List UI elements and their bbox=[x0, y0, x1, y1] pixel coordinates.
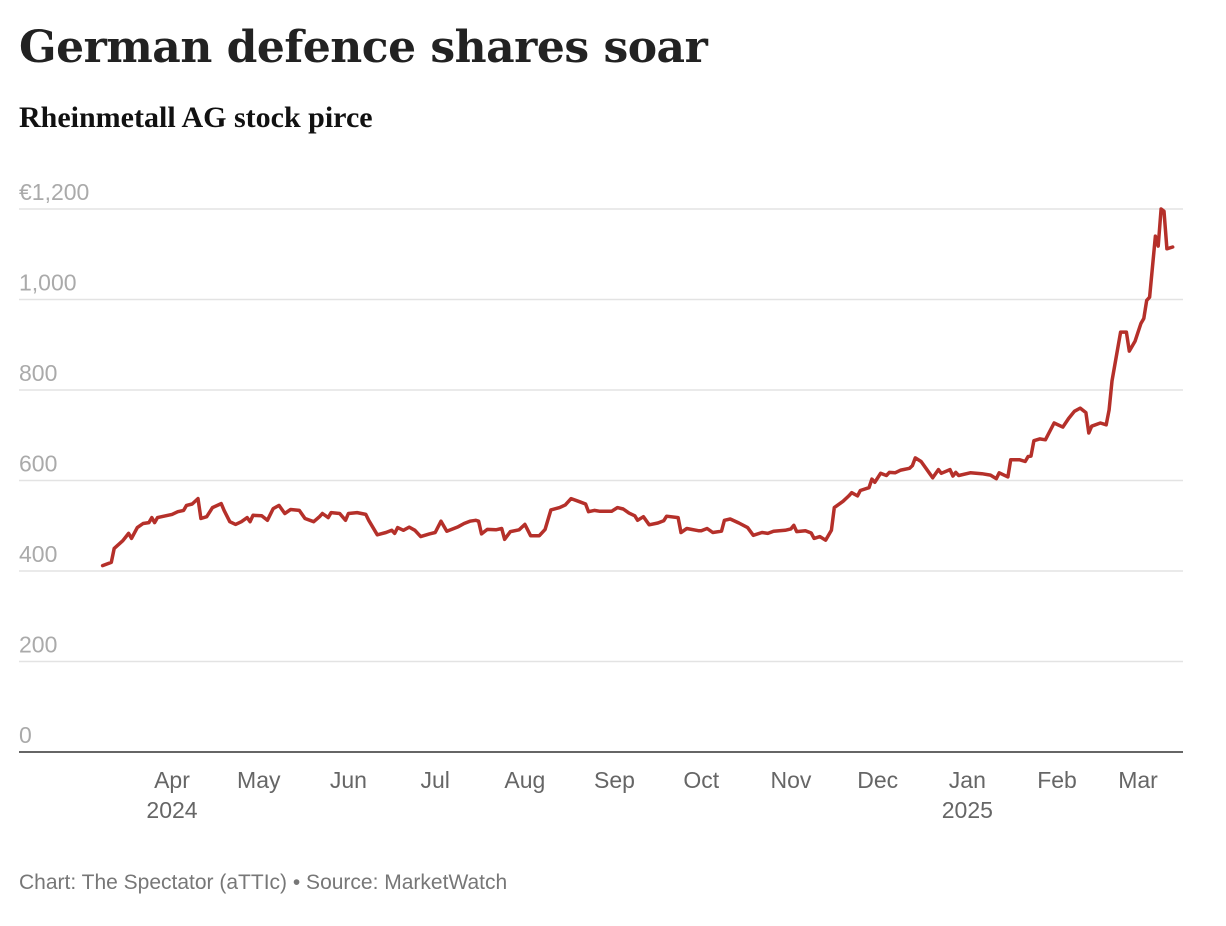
y-tick-label: 0 bbox=[19, 722, 32, 748]
x-axis-ticks: Apr 2024 May Jun Jul Aug Sep Oct Nov Dec Jan 2025 Fe… bbox=[146, 767, 1158, 823]
x-tick-label: Sep bbox=[594, 767, 635, 793]
y-tick-label: €1,200 bbox=[19, 179, 89, 205]
y-tick-label: 200 bbox=[19, 632, 57, 658]
y-tick-label: 1,000 bbox=[19, 270, 77, 296]
x-tick-label: Jun bbox=[330, 767, 367, 793]
x-tick-label: May bbox=[237, 767, 281, 793]
line-chart: €1,200 1,000 800 600 400 200 0 Apr 2024 May Jun Ju… bbox=[19, 179, 1183, 823]
series-line-rheinmetall bbox=[100, 207, 1175, 568]
y-tick-label: 800 bbox=[19, 360, 57, 386]
y-axis-ticks: €1,200 1,000 800 600 400 200 0 bbox=[19, 179, 89, 748]
x-tick-year-label: 2024 bbox=[146, 797, 197, 823]
y-tick-label: 400 bbox=[19, 541, 57, 567]
y-tick-label: 600 bbox=[19, 451, 57, 477]
x-tick-label: Jan bbox=[949, 767, 986, 793]
chart-credit: Chart: The Spectator (aTTIc) • Source: M… bbox=[19, 871, 508, 894]
x-tick-label: Mar bbox=[1118, 767, 1158, 793]
x-tick-year-label: 2025 bbox=[942, 797, 993, 823]
x-tick-label: Apr bbox=[154, 767, 190, 793]
x-tick-label: Oct bbox=[683, 767, 719, 793]
x-tick-label: Aug bbox=[504, 767, 545, 793]
x-tick-label: Dec bbox=[857, 767, 898, 793]
gridlines bbox=[19, 208, 1183, 663]
x-tick-label: Nov bbox=[770, 767, 811, 793]
chart-subtitle: Rheinmetall AG stock pirce bbox=[19, 101, 373, 134]
chart-title: German defence shares soar bbox=[19, 22, 708, 73]
x-tick-label: Feb bbox=[1037, 767, 1077, 793]
x-tick-label: Jul bbox=[420, 767, 449, 793]
